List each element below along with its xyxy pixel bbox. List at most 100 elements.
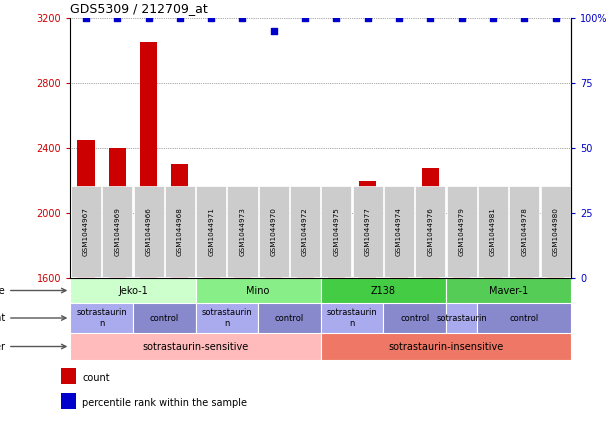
FancyBboxPatch shape [446, 303, 477, 333]
Text: control: control [275, 313, 304, 322]
Point [269, 27, 279, 34]
FancyBboxPatch shape [70, 303, 133, 333]
FancyBboxPatch shape [477, 303, 571, 333]
Text: GSM1044979: GSM1044979 [459, 207, 465, 256]
Text: GSM1044973: GSM1044973 [240, 207, 246, 256]
FancyBboxPatch shape [541, 186, 571, 277]
FancyBboxPatch shape [196, 303, 258, 333]
Bar [265, 242, 282, 278]
Text: other: other [0, 341, 66, 352]
Point [519, 15, 529, 22]
Bar [109, 148, 126, 278]
Point [144, 15, 153, 22]
Point [300, 15, 310, 22]
Text: GSM1044977: GSM1044977 [365, 207, 371, 256]
FancyBboxPatch shape [133, 303, 196, 333]
Text: GSM1044968: GSM1044968 [177, 207, 183, 256]
Bar [485, 197, 502, 278]
FancyBboxPatch shape [321, 278, 446, 303]
Text: sotrastaurin
n: sotrastaurin n [202, 308, 252, 328]
Bar [171, 164, 188, 278]
FancyBboxPatch shape [196, 186, 226, 277]
FancyBboxPatch shape [196, 278, 321, 303]
Text: Mino: Mino [246, 286, 270, 296]
FancyBboxPatch shape [165, 186, 195, 277]
Text: sotrastaurin-sensitive: sotrastaurin-sensitive [142, 341, 249, 352]
FancyBboxPatch shape [321, 303, 384, 333]
FancyBboxPatch shape [70, 333, 321, 360]
FancyBboxPatch shape [134, 186, 164, 277]
Text: control: control [150, 313, 179, 322]
Point [238, 15, 247, 22]
Point [81, 15, 91, 22]
Bar [516, 203, 533, 278]
Point [394, 15, 404, 22]
Bar [203, 237, 220, 278]
Point [488, 15, 498, 22]
Bar [547, 213, 564, 278]
FancyBboxPatch shape [384, 186, 414, 277]
Point [363, 15, 373, 22]
Bar [61, 393, 76, 409]
Point [207, 15, 216, 22]
Bar [296, 242, 313, 278]
FancyBboxPatch shape [384, 303, 446, 333]
Text: GSM1044981: GSM1044981 [490, 207, 496, 256]
Text: sotrastaurin-insensitive: sotrastaurin-insensitive [389, 341, 503, 352]
FancyBboxPatch shape [290, 186, 320, 277]
Text: GSM1044966: GSM1044966 [145, 207, 152, 256]
FancyBboxPatch shape [258, 303, 321, 333]
Text: agent: agent [0, 313, 66, 323]
FancyBboxPatch shape [70, 278, 196, 303]
Bar [359, 181, 376, 278]
Bar [234, 254, 251, 278]
Text: GSM1044974: GSM1044974 [396, 207, 402, 256]
FancyBboxPatch shape [415, 186, 445, 277]
FancyBboxPatch shape [447, 186, 477, 277]
Text: cell line: cell line [0, 286, 66, 296]
Text: GDS5309 / 212709_at: GDS5309 / 212709_at [70, 3, 208, 16]
Text: GSM1044969: GSM1044969 [114, 207, 120, 256]
Text: sotrastaurin
n: sotrastaurin n [327, 308, 378, 328]
Bar [61, 368, 76, 384]
Text: percentile rank within the sample: percentile rank within the sample [82, 398, 247, 408]
FancyBboxPatch shape [259, 186, 289, 277]
Point [112, 15, 122, 22]
FancyBboxPatch shape [321, 186, 351, 277]
Text: GSM1044976: GSM1044976 [427, 207, 433, 256]
Text: control: control [400, 313, 430, 322]
FancyBboxPatch shape [353, 186, 382, 277]
Text: control: control [510, 313, 539, 322]
Point [551, 15, 560, 22]
Text: GSM1044972: GSM1044972 [302, 207, 308, 256]
Bar [422, 168, 439, 278]
FancyBboxPatch shape [321, 333, 571, 360]
FancyBboxPatch shape [227, 186, 257, 277]
Point [425, 15, 435, 22]
Text: count: count [82, 373, 110, 383]
Point [175, 15, 185, 22]
FancyBboxPatch shape [71, 186, 101, 277]
Bar [328, 205, 345, 278]
Text: GSM1044975: GSM1044975 [334, 207, 340, 256]
FancyBboxPatch shape [478, 186, 508, 277]
Point [457, 15, 467, 22]
Text: GSM1044980: GSM1044980 [552, 207, 558, 256]
FancyBboxPatch shape [446, 278, 571, 303]
Text: Z138: Z138 [371, 286, 396, 296]
Bar [390, 262, 408, 278]
Text: GSM1044970: GSM1044970 [271, 207, 277, 256]
Text: GSM1044967: GSM1044967 [83, 207, 89, 256]
Text: sotrastaurin
n: sotrastaurin n [76, 308, 127, 328]
Text: GSM1044978: GSM1044978 [521, 207, 527, 256]
Point [332, 15, 342, 22]
Bar [140, 42, 157, 278]
FancyBboxPatch shape [102, 186, 132, 277]
Text: Maver-1: Maver-1 [489, 286, 529, 296]
Text: sotrastaurin: sotrastaurin [436, 313, 487, 322]
Text: Jeko-1: Jeko-1 [118, 286, 148, 296]
FancyBboxPatch shape [510, 186, 540, 277]
Text: GSM1044971: GSM1044971 [208, 207, 214, 256]
Bar [78, 140, 95, 278]
Bar [453, 241, 470, 278]
